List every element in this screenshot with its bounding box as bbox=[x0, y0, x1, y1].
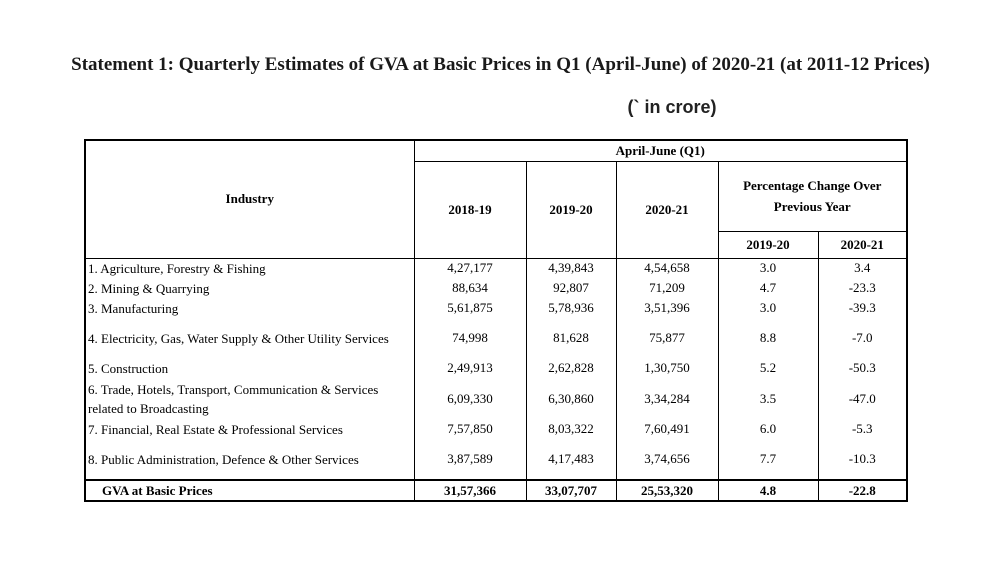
total-label: GVA at Basic Prices bbox=[84, 479, 415, 502]
pct-2019-20: 8.8 bbox=[718, 318, 819, 358]
table-row: 1. Agriculture, Forestry & Fishing 4,27,… bbox=[84, 258, 909, 278]
year-header-2019-20: 2019-20 bbox=[526, 161, 617, 259]
value-2018-19: 6,09,330 bbox=[414, 378, 527, 419]
value-2018-19: 3,87,589 bbox=[414, 439, 527, 480]
industry-cell: 4. Electricity, Gas, Water Supply & Othe… bbox=[84, 318, 415, 358]
value-2020-21: 75,877 bbox=[616, 318, 719, 358]
industry-cell: 2. Mining & Quarrying bbox=[84, 278, 415, 298]
table-row: 4. Electricity, Gas, Water Supply & Othe… bbox=[84, 318, 909, 358]
table-row: 8. Public Administration, Defence & Othe… bbox=[84, 439, 909, 480]
value-2018-19: 2,49,913 bbox=[414, 358, 527, 378]
total-2020-21: 25,53,320 bbox=[616, 479, 719, 502]
value-2019-20: 5,78,936 bbox=[526, 298, 617, 318]
pct-2020-21: -50.3 bbox=[818, 358, 909, 378]
statement-title: Statement 1: Quarterly Estimates of GVA … bbox=[71, 54, 930, 75]
total-pct-2019-20: 4.8 bbox=[718, 479, 819, 502]
value-2018-19: 5,61,875 bbox=[414, 298, 527, 318]
pct-2020-21: -7.0 bbox=[818, 318, 909, 358]
pct-2020-21: -10.3 bbox=[818, 439, 909, 480]
pct-2020-21: -47.0 bbox=[818, 378, 909, 419]
pct-sub-header-2020-21: 2020-21 bbox=[818, 231, 909, 259]
total-2019-20: 33,07,707 bbox=[526, 479, 617, 502]
value-2019-20: 2,62,828 bbox=[526, 358, 617, 378]
pct-2020-21: -39.3 bbox=[818, 298, 909, 318]
year-header-2020-21: 2020-21 bbox=[616, 161, 719, 259]
pct-2019-20: 7.7 bbox=[718, 439, 819, 480]
pct-2019-20: 3.0 bbox=[718, 298, 819, 318]
year-header-2018-19: 2018-19 bbox=[414, 161, 527, 259]
unit-note: (` in crore) bbox=[627, 97, 717, 117]
pct-2020-21: -23.3 bbox=[818, 278, 909, 298]
industry-cell: 3. Manufacturing bbox=[84, 298, 415, 318]
value-2019-20: 4,17,483 bbox=[526, 439, 617, 480]
value-2019-20: 8,03,322 bbox=[526, 419, 617, 439]
value-2020-21: 7,60,491 bbox=[616, 419, 719, 439]
pct-2020-21: 3.4 bbox=[818, 258, 909, 278]
table-row: 7. Financial, Real Estate & Professional… bbox=[84, 419, 909, 439]
pct-2019-20: 4.7 bbox=[718, 278, 819, 298]
value-2018-19: 74,998 bbox=[414, 318, 527, 358]
value-2019-20: 92,807 bbox=[526, 278, 617, 298]
value-2019-20: 81,628 bbox=[526, 318, 617, 358]
value-2020-21: 3,74,656 bbox=[616, 439, 719, 480]
value-2020-21: 4,54,658 bbox=[616, 258, 719, 278]
group-header: April-June (Q1) bbox=[414, 139, 909, 162]
industry-cell: 7. Financial, Real Estate & Professional… bbox=[84, 419, 415, 439]
industry-header: Industry bbox=[84, 139, 415, 259]
pct-change-header: Percentage Change Over Previous Year bbox=[718, 161, 909, 232]
value-2019-20: 6,30,860 bbox=[526, 378, 617, 419]
total-2018-19: 31,57,366 bbox=[414, 479, 527, 502]
pct-2019-20: 3.0 bbox=[718, 258, 819, 278]
value-2018-19: 7,57,850 bbox=[414, 419, 527, 439]
pct-2019-20: 5.2 bbox=[718, 358, 819, 378]
total-row: GVA at Basic Prices 31,57,366 33,07,707 … bbox=[84, 479, 909, 502]
table-row: 2. Mining & Quarrying 88,634 92,807 71,2… bbox=[84, 278, 909, 298]
pct-2020-21: -5.3 bbox=[818, 419, 909, 439]
industry-cell: 5. Construction bbox=[84, 358, 415, 378]
pct-2019-20: 3.5 bbox=[718, 378, 819, 419]
pct-2019-20: 6.0 bbox=[718, 419, 819, 439]
value-2020-21: 1,30,750 bbox=[616, 358, 719, 378]
value-2020-21: 3,51,396 bbox=[616, 298, 719, 318]
value-2018-19: 88,634 bbox=[414, 278, 527, 298]
industry-cell: 8. Public Administration, Defence & Othe… bbox=[84, 439, 415, 480]
pct-sub-header-2019-20: 2019-20 bbox=[718, 231, 819, 259]
table-row: 3. Manufacturing 5,61,875 5,78,936 3,51,… bbox=[84, 298, 909, 318]
value-2020-21: 3,34,284 bbox=[616, 378, 719, 419]
gva-table: Industry April-June (Q1) 2018-19 2019-20… bbox=[84, 139, 909, 502]
value-2018-19: 4,27,177 bbox=[414, 258, 527, 278]
value-2020-21: 71,209 bbox=[616, 278, 719, 298]
total-pct-2020-21: -22.8 bbox=[818, 479, 909, 502]
table-row: 6. Trade, Hotels, Transport, Communicati… bbox=[84, 378, 909, 419]
value-2019-20: 4,39,843 bbox=[526, 258, 617, 278]
industry-cell: 6. Trade, Hotels, Transport, Communicati… bbox=[84, 378, 415, 419]
table-row: 5. Construction 2,49,913 2,62,828 1,30,7… bbox=[84, 358, 909, 378]
industry-cell: 1. Agriculture, Forestry & Fishing bbox=[84, 258, 415, 278]
